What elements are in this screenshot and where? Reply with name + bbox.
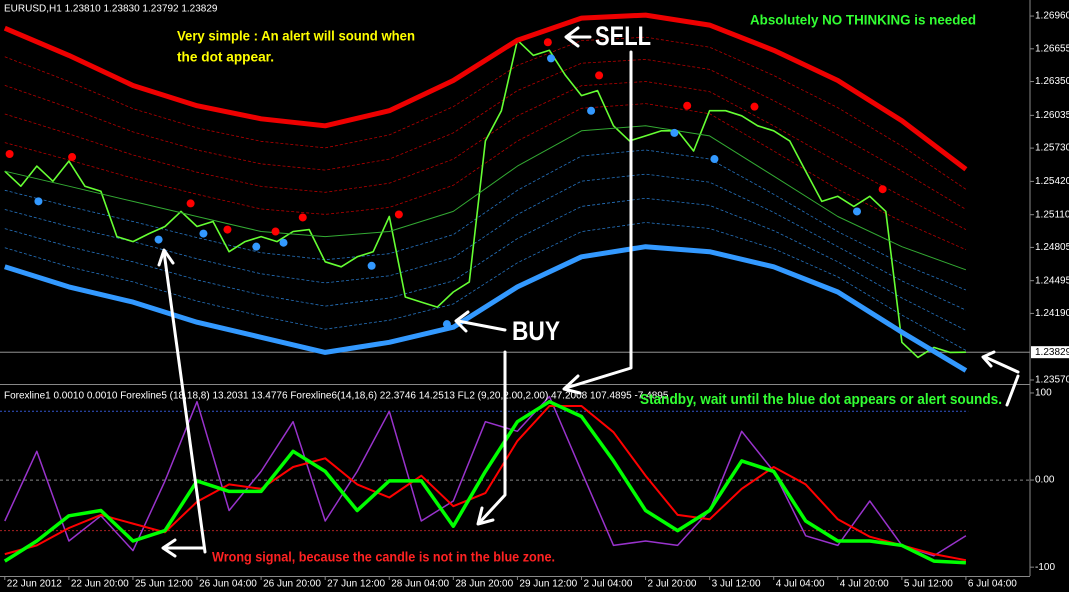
- signal-dot: [595, 71, 604, 80]
- x-tick-label: 28 Jun 20:00: [455, 579, 513, 590]
- arrow: [162, 250, 207, 554]
- buy-label: BUY: [512, 316, 560, 346]
- arrow: [1005, 374, 1020, 407]
- signal-dot: [223, 225, 232, 234]
- y-tick-label: 1.23570: [1035, 375, 1069, 386]
- y-tick-label: 1.26350: [1035, 76, 1069, 87]
- x-tick-label: 22 Jun 20:00: [71, 579, 129, 590]
- x-tick-label: 6 Jul 04:00: [968, 579, 1017, 590]
- mid-line: [4, 125, 967, 271]
- signal-dot: [547, 54, 556, 63]
- x-tick-label: 4 Jul 04:00: [776, 579, 825, 590]
- signal-dot: [683, 101, 692, 110]
- arrow-head: [562, 374, 582, 395]
- annotation: Absolutely NO THINKING is needed: [750, 12, 976, 28]
- arrow-head: [157, 248, 175, 267]
- signal-dot: [442, 320, 451, 329]
- signal-dot: [252, 242, 261, 251]
- y-tick-label: 1.25730: [1035, 143, 1069, 154]
- x-tick-label: 22 Jun 2012: [7, 579, 62, 590]
- signal-dot: [587, 106, 596, 115]
- y-tick-label: 100: [1035, 388, 1052, 399]
- signal-dot: [5, 150, 14, 159]
- indicator-title: Forexline1 0.0010 0.0010 Forexline5 (18,…: [4, 391, 669, 402]
- arrow: [456, 319, 507, 332]
- envelope-guide: [4, 81, 967, 230]
- indicator-line: [4, 395, 967, 557]
- arrow: [478, 350, 507, 524]
- annotation: Wrong signal, because the candle is not …: [212, 549, 555, 565]
- band-line: [4, 244, 968, 373]
- x-tick-label: 28 Jun 04:00: [391, 579, 449, 590]
- price-line: [4, 39, 966, 359]
- band-line: [3, 12, 968, 172]
- x-tick-label: 5 Jul 12:00: [904, 579, 953, 590]
- y-tick-label: -100: [1035, 562, 1055, 573]
- signal-dot: [154, 235, 163, 244]
- sell-label: SELL: [595, 21, 651, 51]
- y-tick-label: 1.26035: [1035, 110, 1069, 121]
- arrows: [157, 26, 1020, 558]
- arrow: [983, 355, 1020, 374]
- y-tick-label: 1.24190: [1035, 308, 1069, 319]
- arrow-head: [454, 310, 470, 333]
- signal-dot: [852, 207, 861, 216]
- signal-dot: [34, 197, 43, 206]
- annotation: the dot appear.: [177, 49, 274, 65]
- signal-dot: [878, 185, 887, 194]
- signal-dot: [271, 227, 280, 236]
- chart-title: EURUSD,H1 1.23810 1.23830 1.23792 1.2382…: [4, 4, 218, 15]
- envelope-guide: [4, 222, 967, 351]
- signal-dot: [186, 199, 195, 208]
- annotation: Standby, wait until the blue dot appears…: [640, 391, 1002, 408]
- signal-dot: [394, 210, 403, 219]
- y-tick-label: 1.25420: [1035, 176, 1069, 187]
- y-tick-label: 1.26655: [1035, 43, 1069, 54]
- annotation: Very simple : An alert will sound when: [177, 28, 415, 44]
- signal-dot: [68, 153, 77, 162]
- x-tick-label: 2 Jul 04:00: [583, 579, 632, 590]
- signal-dot: [543, 38, 552, 47]
- envelope-guide: [4, 58, 967, 210]
- y-tick-label: 1.24495: [1035, 275, 1069, 286]
- signal-dot: [367, 261, 376, 270]
- signal-dot: [199, 229, 208, 238]
- y-tick-label: 1.26960: [1035, 11, 1069, 22]
- x-tick-label: 2 Jul 20:00: [648, 579, 697, 590]
- x-tick-label: 4 Jul 20:00: [840, 579, 889, 590]
- arrow-head: [564, 26, 580, 48]
- x-tick-label: 29 Jun 12:00: [519, 579, 577, 590]
- envelope-guide: [4, 197, 967, 331]
- envelope-guide: [4, 36, 967, 190]
- x-tick-label: 26 Jun 04:00: [199, 579, 257, 590]
- indicator-line: [3, 399, 966, 565]
- y-tick-label: 1.25110: [1035, 209, 1069, 220]
- signal-dot: [298, 213, 307, 222]
- x-tick-label: 3 Jul 12:00: [712, 579, 761, 590]
- y-tick-label: 1.24805: [1035, 242, 1069, 253]
- signal-dot: [279, 238, 288, 247]
- arrow: [564, 50, 633, 390]
- x-tick-label: 27 Jun 12:00: [327, 579, 385, 590]
- current-price-label: 1.23829: [1035, 347, 1069, 358]
- arrow-head: [476, 506, 495, 526]
- arrow-head: [161, 538, 177, 558]
- signal-dot: [710, 155, 719, 164]
- x-tick-label: 26 Jun 20:00: [263, 579, 321, 590]
- x-tick-label: 25 Jun 12:00: [135, 579, 193, 590]
- arrow-head: [981, 350, 996, 368]
- y-tick-label: 0.00: [1035, 475, 1055, 486]
- signal-dot: [750, 102, 759, 111]
- current-price-box: [1031, 346, 1069, 359]
- signal-dot: [670, 128, 679, 137]
